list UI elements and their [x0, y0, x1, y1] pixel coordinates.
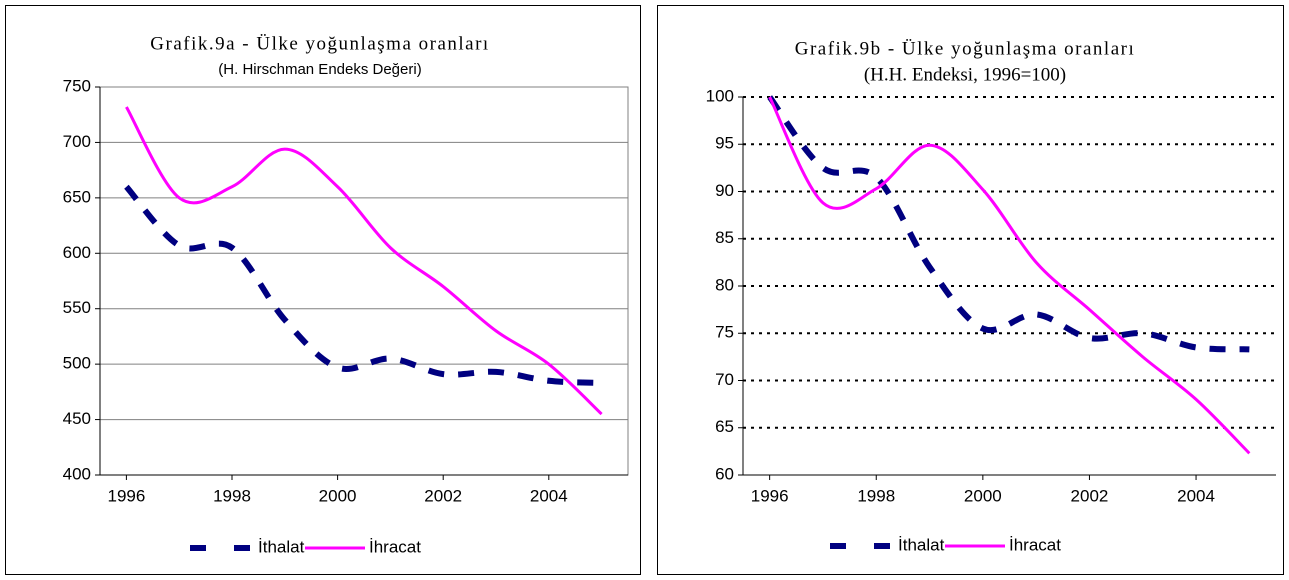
chart-title: Grafik.9b - Ülke yoğunlaşma oranları: [795, 38, 1136, 59]
series-line: [768, 96, 1251, 455]
y-tick-label: 95: [715, 134, 734, 153]
y-tick-label: 60: [715, 464, 734, 483]
chart-title: Grafik.9a - Ülke yoğunlaşma oranları: [150, 33, 489, 54]
y-tick-label: 650: [63, 187, 91, 206]
x-tick-label: 2000: [964, 486, 1002, 505]
x-tick-label: 2000: [319, 486, 357, 505]
y-tick-label: 550: [63, 298, 91, 317]
legend-label: İhracat: [1009, 535, 1061, 554]
y-tick-label: 700: [63, 132, 91, 151]
y-tick-label: 750: [63, 76, 91, 95]
chart-subtitle: (H.H. Endeksi, 1996=100): [864, 64, 1066, 85]
y-tick-label: 80: [715, 275, 734, 294]
x-tick-label: 1996: [107, 486, 145, 505]
y-tick-label: 65: [715, 417, 734, 436]
chart-subtitle: (H. Hirschman Endeks Değeri): [218, 61, 421, 78]
x-tick-label: 2004: [530, 486, 568, 505]
x-tick-label: 2004: [1177, 486, 1215, 505]
legend-label: İhracat: [369, 537, 421, 556]
legend-label: İthalat: [258, 537, 305, 556]
y-tick-label: 90: [715, 181, 734, 200]
x-tick-label: 1998: [213, 486, 251, 505]
y-tick-label: 75: [715, 323, 734, 342]
series-line: [124, 184, 602, 386]
y-tick-label: 85: [715, 228, 734, 247]
x-tick-label: 2002: [424, 486, 462, 505]
y-tick-label: 450: [63, 409, 91, 428]
legend-label: İthalat: [898, 535, 945, 554]
y-tick-label: 600: [63, 243, 91, 262]
y-tick-label: 500: [63, 354, 91, 373]
y-tick-label: 100: [706, 86, 734, 105]
y-tick-label: 400: [63, 464, 91, 483]
series-line: [767, 95, 1250, 353]
x-tick-label: 2002: [1071, 486, 1109, 505]
x-tick-label: 1998: [857, 486, 895, 505]
series-line: [125, 106, 603, 416]
x-tick-label: 1996: [751, 486, 789, 505]
y-tick-label: 70: [715, 370, 734, 389]
plot-area: [99, 86, 629, 476]
